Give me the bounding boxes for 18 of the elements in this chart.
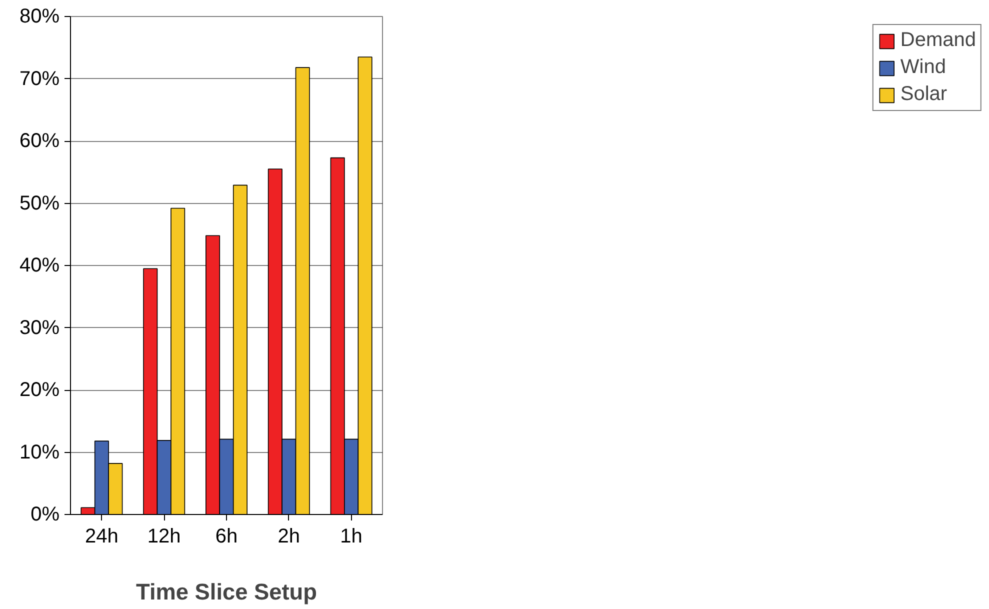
y-tick-label: 0%	[30, 504, 60, 526]
y-tick-label: 60%	[19, 130, 60, 152]
legend-label: Demand	[900, 29, 976, 52]
x-tick-label: 12h	[147, 526, 181, 548]
x-tick-label: 1h	[340, 526, 362, 548]
y-tick-label: 80%	[19, 6, 60, 28]
y-tick-label: 70%	[19, 68, 60, 90]
y-tick-label: 30%	[19, 316, 60, 339]
x-tick-label: 6h	[215, 526, 238, 548]
x-axis-title: Time Slice Setup	[136, 578, 317, 604]
y-tick-label: 40%	[19, 254, 60, 276]
x-tick-label: 2h	[278, 526, 300, 548]
legend-label: Wind	[900, 56, 946, 79]
x-tick-label: 24h	[85, 526, 118, 548]
y-tick-label: 10%	[19, 441, 60, 464]
y-tick-label: 50%	[19, 192, 60, 214]
legend-label: Solar	[900, 83, 948, 106]
y-tick-label: 20%	[19, 379, 60, 401]
